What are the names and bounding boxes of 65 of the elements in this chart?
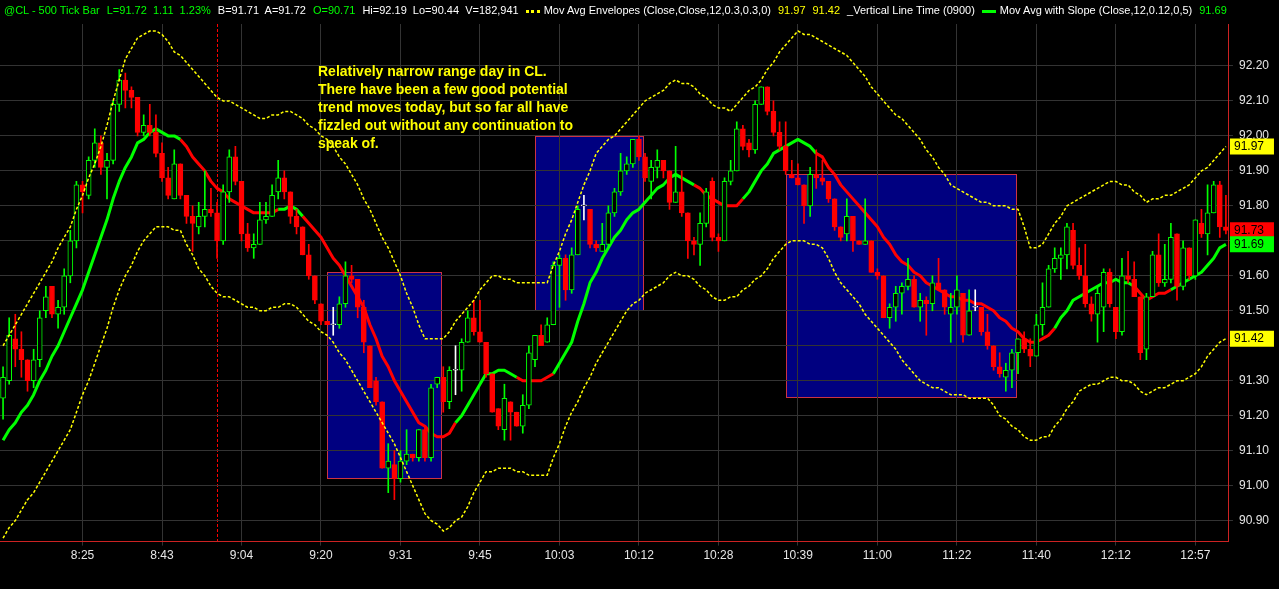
x-tick-label: 11:40: [1021, 548, 1052, 563]
text: 91.69: [1199, 4, 1227, 16]
y-tick-label: 91.30: [1238, 373, 1270, 388]
legend-label: Mov Avg with Slope (Close,12,0.12,0,5): [999, 4, 1193, 16]
x-tick-label: 9:04: [229, 548, 254, 563]
candlestick: [691, 237, 697, 256]
candlestick: [947, 292, 954, 343]
y-tick-label: 91.50: [1238, 303, 1270, 318]
candlestick: [263, 202, 269, 224]
candlestick: [250, 233, 257, 259]
y-tick-label: 92.10: [1238, 93, 1270, 108]
text: B=91.71 A=91.72: [217, 4, 306, 16]
candlestick: [208, 188, 214, 217]
y-tick-label: 91.90: [1238, 163, 1270, 178]
candlestick: [581, 195, 587, 221]
x-tick-label: 12:12: [1100, 548, 1132, 563]
data-label: 91.42: [1233, 331, 1265, 346]
candlestick: [1223, 195, 1229, 235]
candlestick: [972, 289, 979, 312]
y-tick-label: 91.00: [1238, 477, 1270, 492]
candlestick: [1161, 244, 1168, 287]
candlestick: [146, 104, 153, 137]
x-tick-label: 10:28: [703, 548, 734, 563]
y-tick-label: 90.90: [1238, 512, 1270, 527]
y-tick-label: 91.60: [1238, 268, 1270, 283]
x-tick-label: 8:25: [70, 548, 95, 563]
candlestick: [923, 296, 930, 336]
chart-title: @CL - 500 Tick Bar: [4, 4, 100, 16]
candlestick: [905, 257, 911, 291]
x-tick-label: 11:22: [942, 548, 972, 563]
candlestick: [202, 170, 208, 228]
data-label: 91.69: [1233, 236, 1265, 251]
data-label: 91.97: [1233, 138, 1265, 153]
text: L=91.72 1.11 1.23%: [106, 4, 211, 16]
text: Hi=92.19 Lo=90.44 V=182,941: [362, 4, 519, 16]
annotation: Relatively narrow range day in CL. There have been a few good potential trend moves today, but so far all have fizzled out without any continuation to speak of.: [318, 62, 575, 152]
y-tick-label: 91.10: [1238, 442, 1270, 457]
x-tick-label: 12:57: [1180, 548, 1211, 563]
y-tick-label: 91.20: [1238, 408, 1270, 423]
candlestick: [899, 282, 905, 315]
candlestick: [813, 149, 820, 189]
candlestick: [12, 313, 19, 368]
text: _Vertical Line Time (0900): [847, 4, 975, 16]
y-tick-label: 92.20: [1238, 58, 1270, 73]
x-tick-label: 9:20: [309, 548, 333, 563]
x-tick-label: 10:39: [782, 548, 814, 563]
text: 91.97: [777, 4, 806, 16]
candlestick: [104, 153, 110, 200]
x-tick-label: 11:00: [862, 548, 893, 563]
candlestick: [788, 160, 795, 179]
x-tick-label: 9:45: [468, 548, 492, 563]
x-tick-label: 9:31: [388, 548, 413, 563]
text: 91.73: [1233, 222, 1264, 237]
candlestick: [862, 198, 868, 245]
candlestick: [385, 443, 392, 493]
candlestick: [330, 306, 337, 336]
candlestick: [1058, 247, 1064, 280]
text: 91.42: [812, 4, 841, 16]
x-tick-label: 10:03: [544, 548, 575, 563]
candlestick: [1125, 250, 1131, 284]
text: O=90.71: [312, 4, 356, 16]
x-tick-label: 10:12: [623, 548, 655, 563]
legend-label: Mov Avg Envelopes (Close,Close,12,0.3,0.3,0): [543, 4, 771, 16]
y-tick-label: 91.80: [1238, 198, 1270, 213]
x-tick-label: 8:43: [150, 548, 175, 563]
